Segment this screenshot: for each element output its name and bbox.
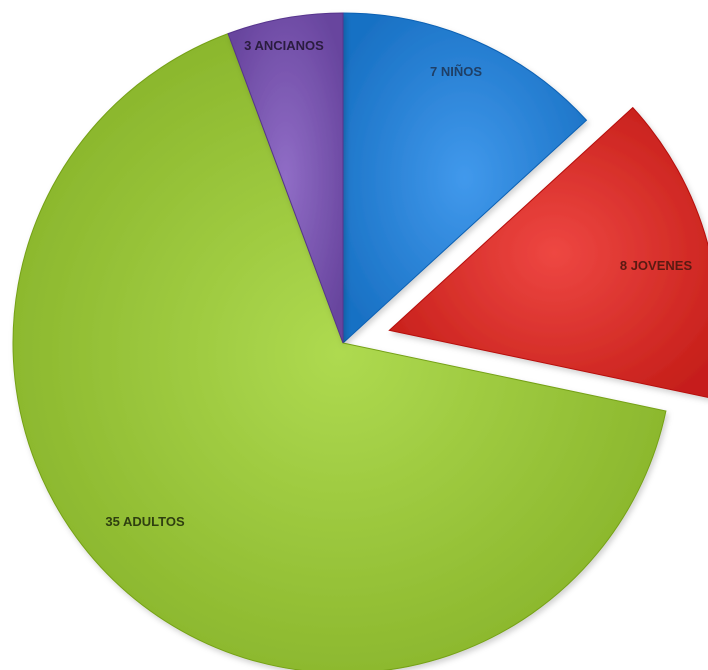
pie-label-jovenes: 8 JOVENES — [620, 258, 693, 273]
pie-slices — [12, 12, 708, 670]
pie-slice-ancianos — [227, 12, 344, 344]
pie-labels: 7 NIÑOS 8 JOVENES 35 ADULTOS 3 ANCIANOS — [105, 38, 692, 529]
pie-label-ancianos: 3 ANCIANOS — [244, 38, 324, 53]
pie-slice-ninos — [342, 12, 588, 345]
pie-label-ninos: 7 NIÑOS — [430, 64, 482, 79]
pie-slice-adultos — [12, 33, 667, 670]
pie-label-adultos: 35 ADULTOS — [105, 514, 185, 529]
